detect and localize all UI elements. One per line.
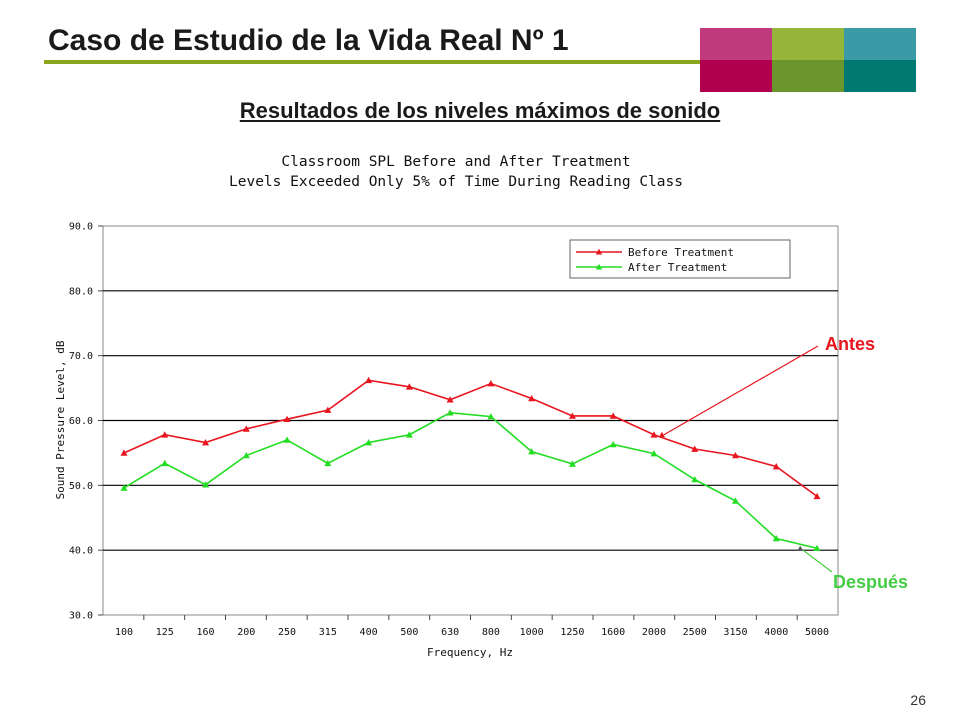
y-axis-label: Sound Pressure Level, dB bbox=[54, 340, 67, 499]
data-point bbox=[283, 436, 291, 443]
color-tile bbox=[844, 28, 916, 60]
color-tile bbox=[844, 60, 916, 92]
slide-subtitle: Resultados de los niveles máximos de son… bbox=[239, 98, 721, 123]
x-tick-label: 5000 bbox=[805, 627, 829, 638]
legend-label: After Treatment bbox=[628, 261, 727, 274]
data-point bbox=[813, 492, 821, 500]
x-tick-label: 3150 bbox=[723, 627, 747, 638]
data-point bbox=[242, 452, 250, 459]
legend-marker bbox=[595, 248, 603, 255]
annotation-arrowhead bbox=[797, 545, 804, 551]
data-point bbox=[405, 383, 413, 390]
data-point bbox=[609, 412, 617, 419]
title-underline-rule bbox=[44, 60, 700, 64]
data-point bbox=[731, 452, 739, 459]
data-point bbox=[772, 534, 780, 542]
y-tick-label: 70.0 bbox=[69, 351, 93, 362]
chart-title-line-2: Levels Exceeded Only 5% of Time During R… bbox=[229, 174, 683, 190]
x-tick-label: 1000 bbox=[520, 627, 544, 638]
color-tile bbox=[772, 28, 844, 60]
color-tile bbox=[700, 28, 772, 60]
data-point bbox=[528, 394, 536, 402]
data-point bbox=[120, 449, 128, 456]
data-point bbox=[487, 413, 495, 420]
data-point bbox=[365, 376, 373, 384]
data-point bbox=[691, 445, 699, 452]
data-point bbox=[242, 425, 250, 432]
series-line-after bbox=[123, 411, 818, 549]
page-number: 26 bbox=[910, 692, 926, 708]
legend-label: Before Treatment bbox=[628, 246, 734, 259]
annotation-arrow-antes bbox=[663, 345, 819, 436]
data-point bbox=[202, 481, 210, 488]
annotation-arrowhead bbox=[658, 431, 665, 438]
x-tick-label: 2000 bbox=[642, 627, 666, 638]
data-point bbox=[691, 475, 699, 483]
y-tick-label: 40.0 bbox=[69, 546, 93, 557]
annotation-antes: Antes bbox=[825, 334, 875, 354]
data-point bbox=[324, 459, 332, 467]
data-point bbox=[568, 412, 576, 419]
data-point bbox=[405, 431, 413, 438]
data-point bbox=[161, 459, 169, 467]
data-point bbox=[446, 409, 454, 416]
data-point bbox=[609, 440, 617, 448]
data-point bbox=[650, 431, 658, 438]
x-tick-label: 500 bbox=[400, 627, 418, 638]
x-tick-label: 200 bbox=[237, 627, 255, 638]
grid-lines bbox=[103, 290, 838, 551]
data-point bbox=[283, 415, 291, 423]
y-tick-label: 30.0 bbox=[69, 611, 93, 622]
data-series bbox=[120, 376, 821, 552]
x-tick-label: 400 bbox=[360, 627, 378, 638]
data-point bbox=[202, 439, 210, 446]
data-point bbox=[365, 439, 373, 446]
legend-box bbox=[569, 239, 791, 279]
axes: 30.0 40.0 50.0 60.0 70.0 80.0 90.0 100 125 160 200… bbox=[69, 222, 829, 639]
annotation-arrow-despues bbox=[801, 549, 833, 573]
series-line-before bbox=[123, 379, 818, 498]
x-tick-label: 1250 bbox=[560, 627, 584, 638]
data-point bbox=[446, 396, 454, 403]
slide-title: Caso de Estudio de la Vida Real Nº 1 bbox=[48, 24, 569, 57]
data-point bbox=[161, 431, 169, 438]
data-point bbox=[650, 450, 658, 457]
chart-title-line-1: Classroom SPL Before and After Treatment bbox=[281, 154, 630, 170]
x-tick-label: 315 bbox=[319, 627, 337, 638]
color-tile bbox=[700, 60, 772, 92]
annotations: Antes Después bbox=[658, 334, 908, 592]
x-tick-label: 125 bbox=[156, 627, 174, 638]
y-tick-label: 50.0 bbox=[69, 481, 93, 492]
x-tick-label: 4000 bbox=[764, 627, 788, 638]
color-tile bbox=[772, 60, 844, 92]
data-point bbox=[120, 484, 128, 491]
annotation-despues: Después bbox=[833, 572, 908, 592]
data-point bbox=[568, 460, 576, 467]
data-point bbox=[813, 544, 821, 552]
x-tick-label: 250 bbox=[278, 627, 296, 638]
data-point bbox=[528, 448, 536, 455]
legend-marker bbox=[595, 263, 603, 270]
y-tick-label: 60.0 bbox=[69, 416, 93, 427]
chart-legend: Before Treatment After Treatment bbox=[569, 239, 791, 279]
y-tick-label: 80.0 bbox=[69, 286, 93, 297]
x-tick-label: 160 bbox=[196, 627, 214, 638]
x-tick-label: 2500 bbox=[683, 627, 707, 638]
y-tick-label: 90.0 bbox=[69, 222, 93, 233]
x-tick-label: 100 bbox=[115, 627, 133, 638]
x-axis-label: Frequency, Hz bbox=[427, 646, 513, 659]
decorative-color-tiles bbox=[700, 28, 916, 92]
data-point bbox=[324, 406, 332, 413]
data-point bbox=[487, 380, 495, 387]
x-tick-label: 630 bbox=[441, 627, 459, 638]
data-point bbox=[731, 497, 739, 504]
data-point bbox=[772, 463, 780, 470]
x-tick-label: 800 bbox=[482, 627, 500, 638]
x-tick-label: 1600 bbox=[601, 627, 625, 638]
